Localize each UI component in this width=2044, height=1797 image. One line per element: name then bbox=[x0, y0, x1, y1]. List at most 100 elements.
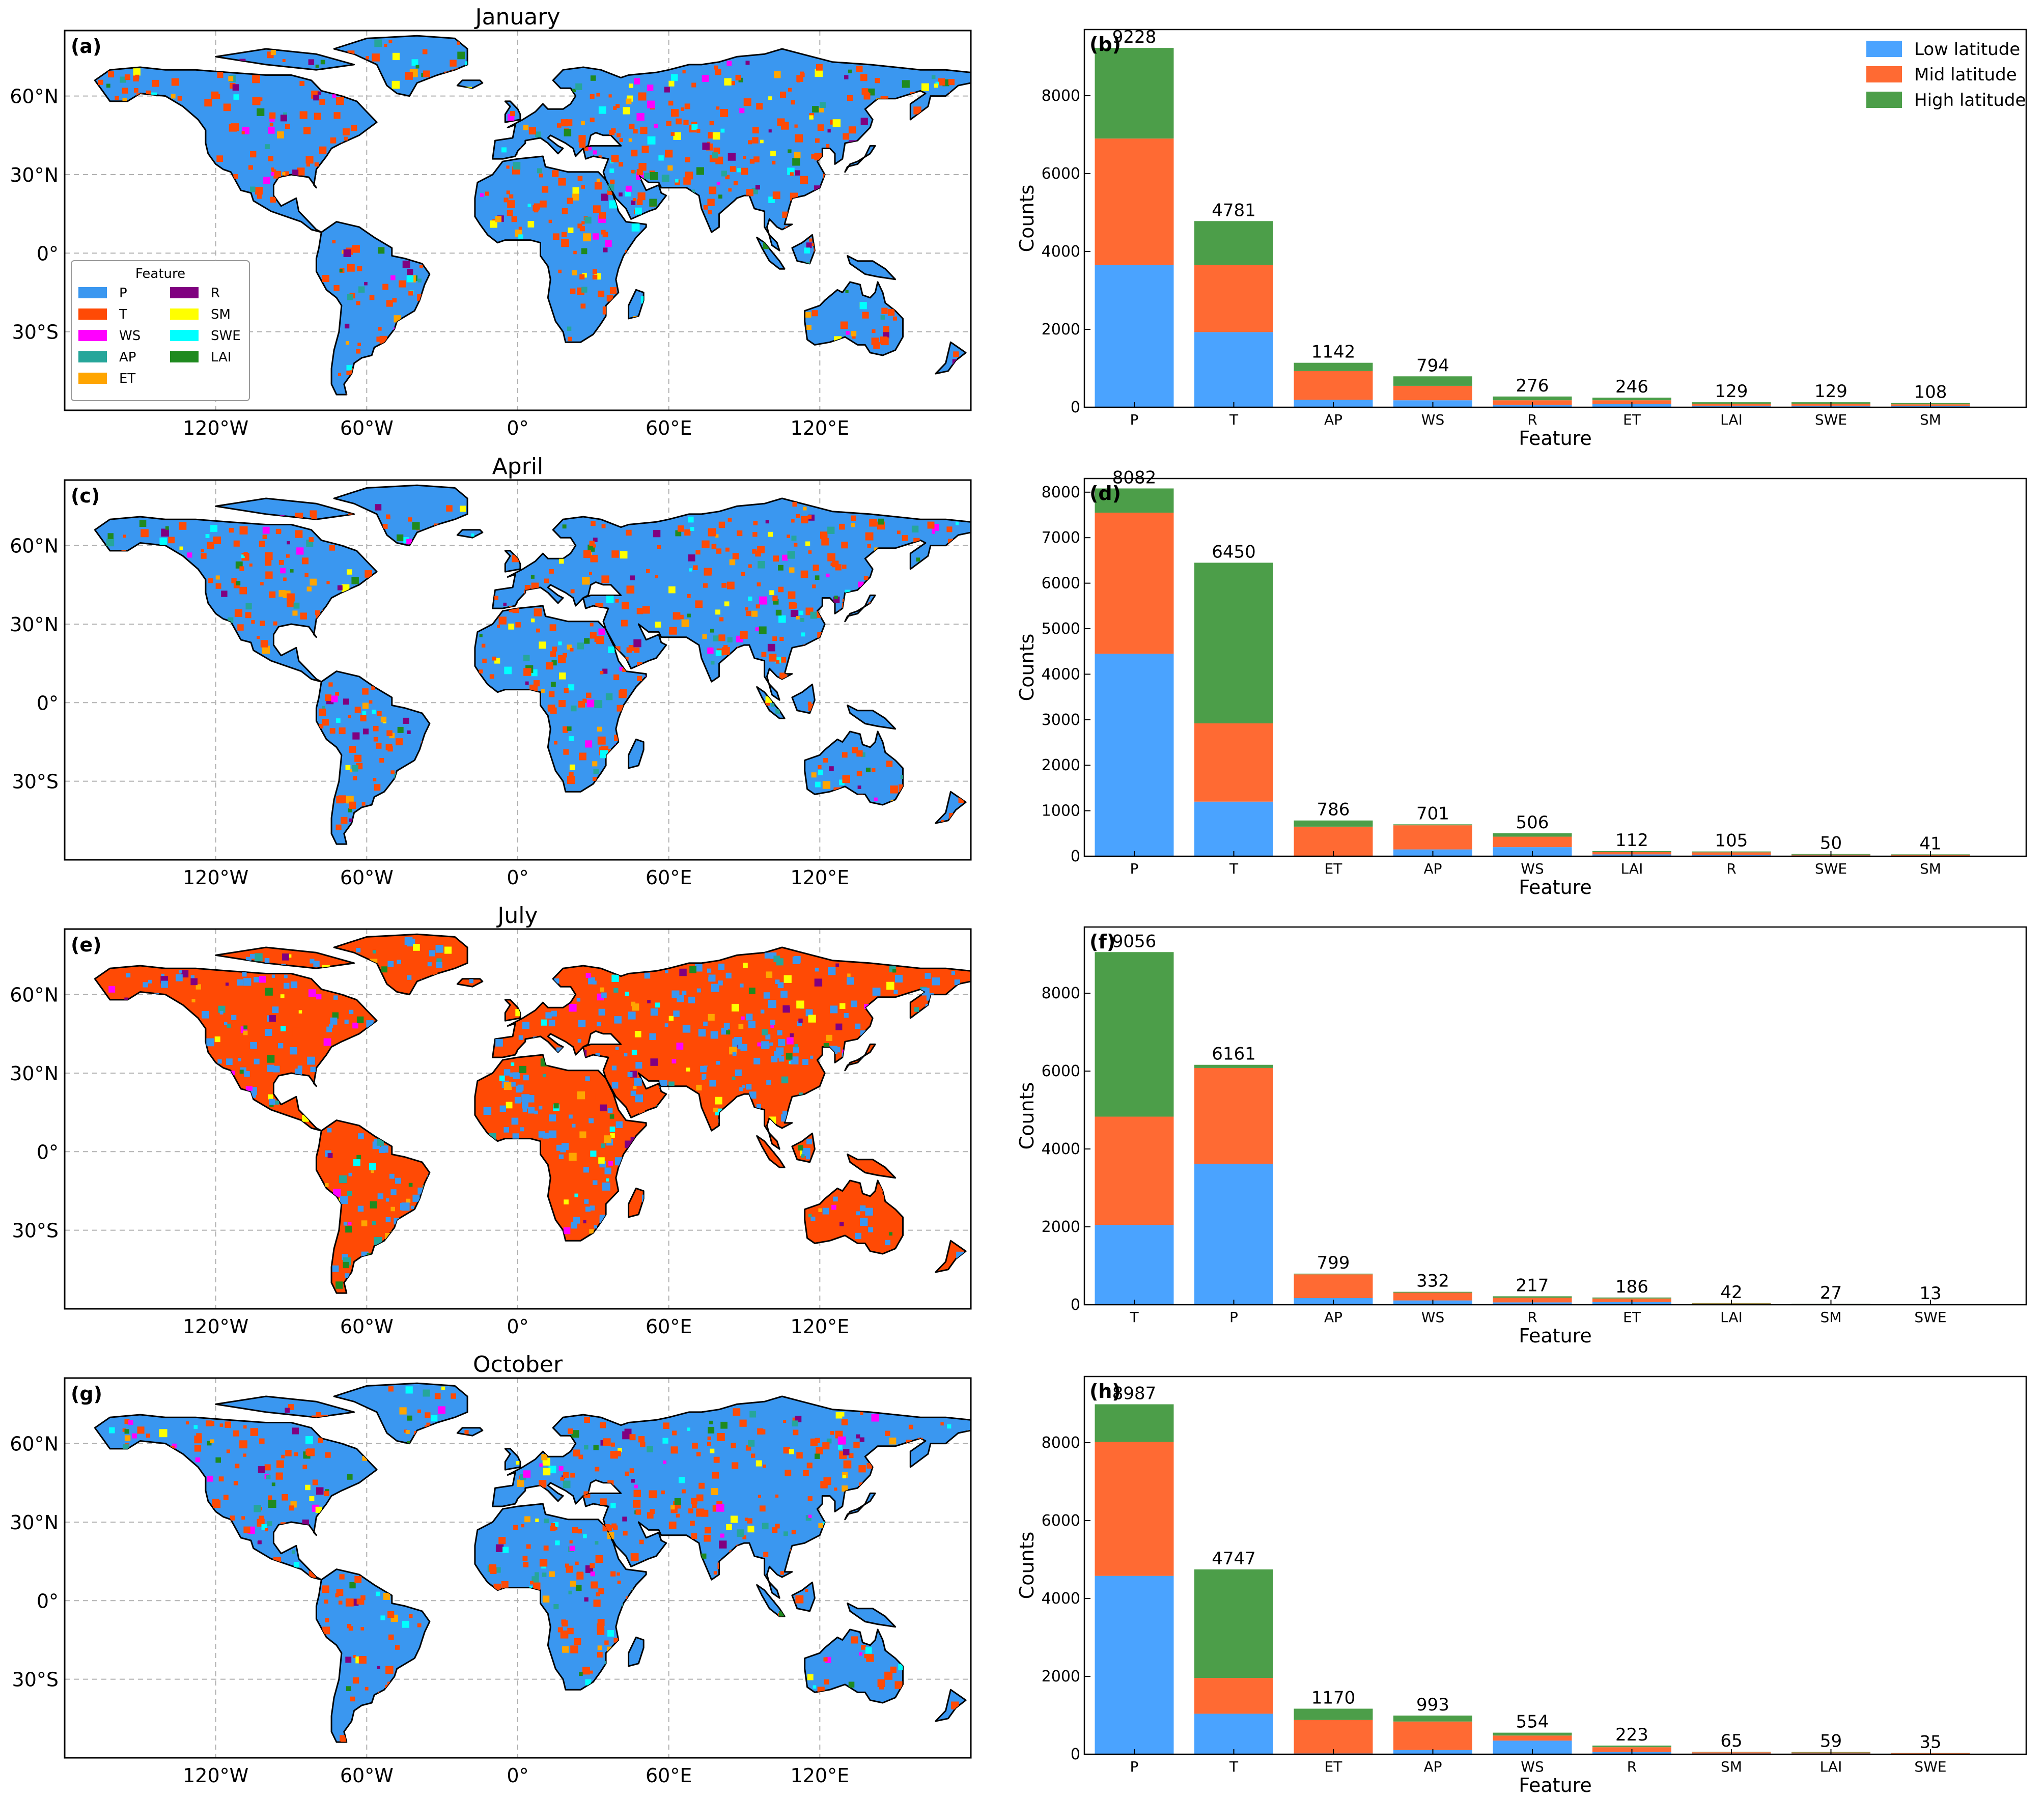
feature-pixel bbox=[650, 1509, 655, 1514]
feature-pixel bbox=[745, 607, 748, 611]
feature-pixel bbox=[642, 606, 650, 614]
feature-pixel bbox=[522, 1102, 528, 1109]
feature-pixel bbox=[267, 1064, 274, 1072]
feature-pixel bbox=[771, 703, 775, 707]
feature-pixel bbox=[290, 1047, 297, 1055]
feature-pixel bbox=[712, 132, 720, 140]
feature-pixel bbox=[417, 278, 422, 283]
y-axis-label: Counts bbox=[1016, 185, 1038, 252]
feature-pixel bbox=[653, 529, 661, 538]
feature-pixel bbox=[426, 1422, 431, 1427]
feature-pixel bbox=[316, 1412, 321, 1418]
feature-pixel bbox=[262, 535, 267, 539]
feature-pixel bbox=[521, 1094, 530, 1103]
feature-pixel bbox=[668, 586, 676, 594]
feature-pixel bbox=[514, 1097, 521, 1104]
feature-pixel bbox=[637, 662, 642, 667]
feature-pixel bbox=[842, 775, 850, 783]
feature-pixel bbox=[441, 1386, 445, 1390]
feature-pixel bbox=[598, 1588, 604, 1594]
feature-pixel bbox=[194, 1436, 202, 1444]
feature-pixel bbox=[193, 1425, 198, 1429]
feature-pixel bbox=[292, 1550, 295, 1554]
feature-pixel bbox=[741, 1016, 745, 1020]
feature-pixel bbox=[352, 1022, 358, 1029]
feature-pixel bbox=[287, 593, 295, 602]
feature-pixel bbox=[374, 39, 382, 47]
feature-pixel bbox=[638, 1436, 645, 1443]
feature-pixel bbox=[358, 1656, 367, 1664]
feature-pixel bbox=[296, 547, 304, 555]
feature-pixel bbox=[347, 294, 353, 300]
feature-pixel bbox=[423, 1389, 430, 1397]
lon-tick-label: 60°W bbox=[340, 417, 394, 439]
feature-pixel bbox=[366, 56, 369, 60]
feature-pixel bbox=[353, 1655, 356, 1659]
feature-pixel bbox=[779, 636, 784, 641]
bar-segment bbox=[1194, 801, 1273, 856]
y-tick-label: 2000 bbox=[1042, 1218, 1080, 1236]
feature-pixel bbox=[135, 74, 139, 79]
feature-pixel bbox=[595, 1467, 600, 1472]
legend-swatch bbox=[1866, 66, 1902, 82]
feature-pixel bbox=[123, 535, 126, 538]
feature-pixel bbox=[739, 108, 745, 114]
feature-pixel bbox=[390, 1189, 397, 1195]
feature-pixel bbox=[615, 104, 620, 108]
lon-tick-label: 120°E bbox=[791, 417, 850, 439]
feature-pixel bbox=[577, 1039, 581, 1043]
feature-pixel bbox=[818, 765, 822, 769]
feature-pixel bbox=[305, 1484, 311, 1491]
feature-pixel bbox=[767, 643, 775, 652]
lon-tick-label: 120°E bbox=[791, 1315, 850, 1338]
feature-pixel bbox=[523, 1470, 531, 1478]
bar-total-label: 993 bbox=[1416, 1695, 1449, 1715]
feature-pixel bbox=[818, 770, 823, 775]
feature-pixel bbox=[636, 199, 643, 205]
feature-pixel bbox=[823, 1043, 829, 1049]
feature-pixel bbox=[403, 537, 409, 543]
feature-pixel bbox=[855, 1232, 861, 1240]
lon-tick-label: 60°E bbox=[646, 1315, 692, 1338]
y-tick-label: 3000 bbox=[1042, 711, 1080, 729]
feature-pixel bbox=[716, 182, 720, 185]
feature-pixel bbox=[892, 969, 897, 973]
feature-pixel bbox=[315, 610, 320, 615]
feature-pixel bbox=[325, 1452, 331, 1458]
feature-pixel bbox=[324, 1183, 329, 1187]
feature-pixel bbox=[679, 1477, 685, 1483]
feature-pixel bbox=[190, 975, 195, 979]
feature-pixel bbox=[210, 1439, 214, 1443]
feature-pixel bbox=[213, 536, 221, 544]
feature-pixel bbox=[527, 204, 531, 207]
feature-pixel bbox=[586, 699, 595, 708]
feature-pixel bbox=[226, 1449, 230, 1453]
feature-pixel bbox=[561, 232, 567, 237]
feature-pixel bbox=[878, 518, 884, 525]
feature-pixel bbox=[584, 1417, 590, 1423]
feature-pixel bbox=[590, 1563, 595, 1568]
feature-pixel bbox=[796, 616, 800, 620]
feature-pixel bbox=[542, 186, 549, 193]
feature-pixel bbox=[830, 1431, 834, 1435]
feature-pixel bbox=[702, 540, 710, 548]
feature-pixel bbox=[815, 138, 820, 143]
bar-total-label: 276 bbox=[1516, 376, 1549, 396]
feature-pixel bbox=[529, 1586, 533, 1589]
feature-pixel bbox=[593, 205, 601, 213]
bar-total-label: 112 bbox=[1615, 830, 1648, 851]
feature-pixel bbox=[715, 69, 721, 75]
feature-pixel bbox=[527, 221, 535, 228]
feature-pixel bbox=[793, 1047, 799, 1053]
feature-speckles bbox=[108, 937, 964, 1289]
feature-pixel bbox=[692, 1503, 697, 1508]
x-tick-label: ET bbox=[1325, 1758, 1343, 1775]
x-tick-label: T bbox=[1229, 1758, 1239, 1775]
bar-total-label: 105 bbox=[1715, 831, 1748, 851]
feature-pixel bbox=[832, 119, 841, 127]
feature-pixel bbox=[766, 971, 773, 978]
feature-pixel bbox=[495, 1039, 503, 1047]
feature-pixel bbox=[713, 635, 719, 641]
feature-pixel bbox=[633, 1500, 641, 1508]
